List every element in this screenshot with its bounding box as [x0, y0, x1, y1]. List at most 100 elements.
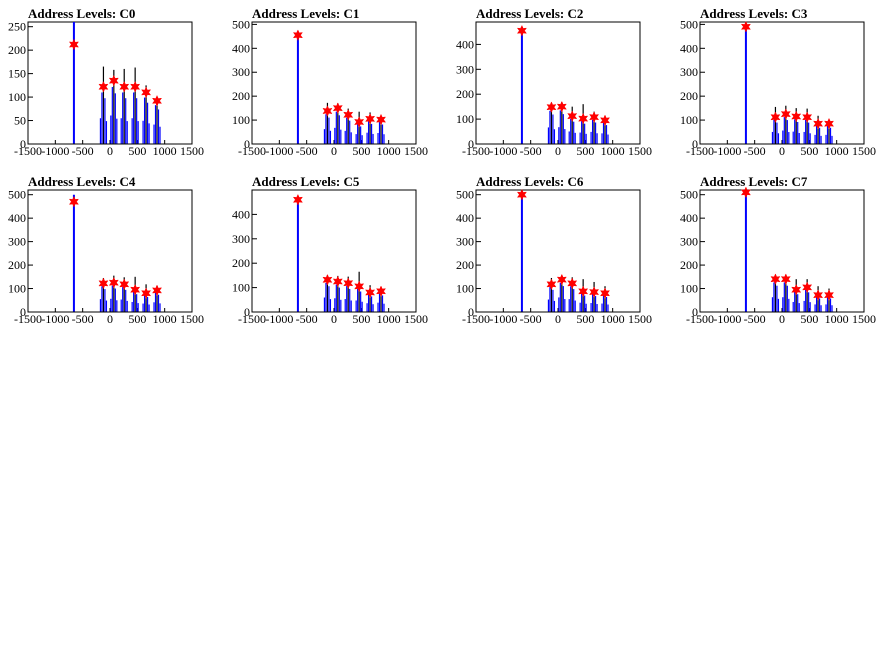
- y-tick-label: 100: [232, 113, 250, 127]
- y-tick-label: 400: [232, 207, 250, 221]
- peak-marker: [802, 281, 813, 294]
- peak-marker: [599, 114, 611, 127]
- x-tick-label: 1500: [628, 312, 652, 326]
- y-tick-label: 400: [232, 41, 250, 55]
- x-tick-label: -1500: [686, 312, 714, 326]
- y-tick-label: 100: [680, 282, 698, 296]
- peak-marker: [556, 100, 567, 113]
- peak-marker: [108, 276, 119, 289]
- peak-marker: [292, 29, 303, 41]
- peak-marker: [68, 195, 79, 208]
- x-tick-label: 1500: [404, 312, 428, 326]
- peak-marker: [589, 111, 600, 123]
- y-tick-label: 0: [20, 305, 26, 319]
- y-tick-label: 250: [8, 20, 26, 34]
- y-tick-label: 200: [8, 258, 26, 272]
- plot-frame: [475, 189, 641, 313]
- x-tick-label: 1500: [404, 144, 428, 158]
- y-tick-label: 400: [456, 211, 474, 225]
- peak-marker: [516, 188, 527, 201]
- y-tick-label: 0: [244, 305, 250, 319]
- x-tick-label: -1500: [14, 144, 42, 158]
- peak-marker: [365, 113, 376, 125]
- x-tick-label: 0: [331, 144, 337, 158]
- y-tick-label: 300: [456, 235, 474, 249]
- peak-marker: [332, 275, 343, 288]
- peak-marker: [141, 287, 152, 300]
- x-tick-label: 1000: [153, 144, 177, 158]
- histogram-panel: Address Levels: C6-1500 -1000 -500 0 500 1000…: [456, 174, 652, 326]
- y-tick-label: 300: [680, 65, 698, 79]
- histogram-panel: Address Levels: C7-1500 -1000 -500 0 500 1000…: [680, 174, 876, 326]
- panel-title: Address Levels: C4: [28, 174, 136, 189]
- x-tick-label: 500: [128, 144, 146, 158]
- x-tick-label: 0: [331, 312, 337, 326]
- peak-marker: [322, 273, 333, 286]
- x-tick-label: -1000: [265, 144, 293, 158]
- x-tick-label: 1500: [852, 312, 876, 326]
- peak-marker: [791, 110, 802, 123]
- peak-marker: [770, 111, 781, 124]
- peak-marker: [516, 24, 527, 37]
- y-tick-label: 500: [8, 188, 26, 202]
- x-tick-label: -500: [520, 144, 542, 158]
- x-tick-label: 500: [800, 144, 818, 158]
- plot-frame: [251, 21, 417, 145]
- x-tick-label: 500: [128, 312, 146, 326]
- histogram-panel: Address Levels: C1-1500 -1000 -500 0 500 1000…: [232, 6, 428, 158]
- x-tick-label: 1000: [153, 312, 177, 326]
- panel-title: Address Levels: C6: [476, 174, 584, 189]
- x-tick-label: 1500: [852, 144, 876, 158]
- x-tick-label: 1000: [601, 144, 625, 158]
- y-tick-label: 100: [456, 112, 474, 126]
- peak-marker: [322, 105, 333, 117]
- peak-marker: [546, 278, 557, 291]
- x-tick-label: 0: [107, 144, 113, 158]
- x-tick-label: 1500: [628, 144, 652, 158]
- y-tick-label: 100: [680, 113, 698, 127]
- y-tick-label: 400: [680, 211, 698, 225]
- x-tick-label: 1500: [180, 312, 204, 326]
- y-tick-label: 200: [680, 258, 698, 272]
- peak-marker: [68, 38, 79, 51]
- x-tick-label: 0: [779, 144, 785, 158]
- peak-marker: [141, 86, 152, 99]
- peak-marker: [343, 109, 354, 121]
- x-tick-label: 0: [555, 144, 561, 158]
- y-tick-label: 0: [20, 137, 26, 151]
- plot-frame: [699, 21, 865, 145]
- peak-marker: [130, 283, 141, 296]
- y-tick-label: 200: [232, 89, 250, 103]
- y-tick-label: 200: [680, 89, 698, 103]
- peak-marker: [292, 193, 303, 206]
- histogram-panel: Address Levels: C5-1500 -1000 -500 0 500 1000…: [232, 174, 428, 326]
- y-tick-label: 300: [232, 232, 250, 246]
- y-tick-label: 300: [232, 65, 250, 79]
- peak-marker: [823, 289, 835, 301]
- y-tick-label: 200: [456, 87, 474, 101]
- panel-title: Address Levels: C7: [700, 174, 808, 189]
- y-tick-label: 400: [456, 37, 474, 51]
- plot-frame: [699, 189, 865, 313]
- peak-marker: [589, 286, 600, 298]
- y-tick-label: 400: [8, 211, 26, 225]
- y-tick-label: 300: [680, 235, 698, 249]
- x-tick-label: -500: [744, 144, 766, 158]
- panel-title: Address Levels: C5: [252, 174, 360, 189]
- x-tick-label: 1000: [825, 144, 849, 158]
- x-tick-label: -500: [520, 312, 542, 326]
- x-tick-label: -500: [72, 144, 94, 158]
- x-tick-label: 500: [576, 312, 594, 326]
- x-tick-label: -1000: [489, 312, 517, 326]
- peak-marker: [119, 80, 130, 93]
- x-tick-label: -1000: [713, 144, 741, 158]
- x-tick-label: 1500: [180, 144, 204, 158]
- y-tick-label: 0: [692, 137, 698, 151]
- y-tick-label: 400: [680, 41, 698, 55]
- panel-title: Address Levels: C1: [252, 6, 359, 21]
- peak-marker: [354, 116, 365, 128]
- plot-frame: [251, 189, 417, 313]
- y-tick-label: 0: [244, 137, 250, 151]
- peak-marker: [130, 80, 141, 93]
